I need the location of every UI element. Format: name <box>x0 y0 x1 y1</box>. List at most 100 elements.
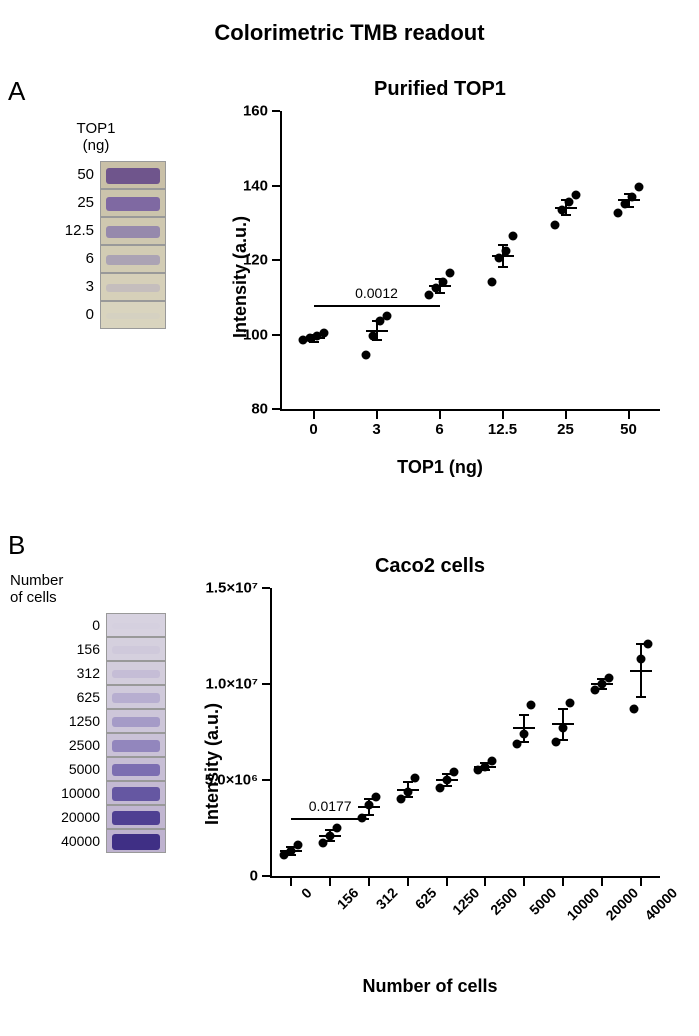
strip-b-title-l1: Number <box>10 572 63 589</box>
figure-title: Colorimetric TMB readout <box>0 20 699 46</box>
ytick-label: 140 <box>243 177 282 194</box>
strip-row-label: 625 <box>50 689 100 705</box>
strip-row-label: 0 <box>54 306 94 323</box>
data-point <box>520 729 529 738</box>
xtick-label: 25 <box>557 409 574 438</box>
data-point <box>551 220 560 229</box>
data-point <box>604 674 613 683</box>
data-point <box>643 639 652 648</box>
chart-a-xlabel: TOP1 (ng) <box>200 457 680 478</box>
data-point <box>403 787 412 796</box>
strip-row: 2500 <box>6 733 166 757</box>
panel-b-chart: Caco2 cells Intensity (a.u.) 05.0×10⁶1.0… <box>180 555 680 1005</box>
significance-label: 0.0012 <box>355 285 398 301</box>
strip-b-title: Number of cells <box>10 572 166 607</box>
strip-row: 312 <box>6 661 166 685</box>
ytick-label: 1.5×10⁷ <box>206 580 273 597</box>
strip-row-label: 0 <box>50 617 100 633</box>
strip-row-label: 312 <box>50 665 100 681</box>
data-point <box>628 192 637 201</box>
data-point <box>396 795 405 804</box>
xtick-label: 0 <box>309 409 317 438</box>
strip-band-box <box>106 733 166 757</box>
strip-row: 50 <box>26 161 166 189</box>
strip-row: 6 <box>26 245 166 273</box>
strip-row-label: 20000 <box>50 809 100 825</box>
data-point <box>614 209 623 218</box>
data-point <box>635 183 644 192</box>
data-point <box>319 839 328 848</box>
data-point <box>320 328 329 337</box>
strip-row: 10000 <box>6 781 166 805</box>
strip-row-label: 2500 <box>50 737 100 753</box>
data-point <box>629 704 638 713</box>
strip-row-label: 10000 <box>50 785 100 801</box>
data-point <box>488 278 497 287</box>
strip-a-title-l2: (ng) <box>83 137 110 154</box>
strip-band-box <box>106 661 166 685</box>
strip-row-label: 6 <box>54 250 94 267</box>
data-point <box>552 737 561 746</box>
strip-band-box <box>106 637 166 661</box>
strip-band-box <box>106 613 166 637</box>
data-point <box>439 278 448 287</box>
data-point <box>365 800 374 809</box>
strip-a-title: TOP1 (ng) <box>26 120 166 155</box>
xtick-label: 12.5 <box>488 409 517 438</box>
data-point <box>509 231 518 240</box>
strip-band-box <box>106 805 166 829</box>
data-point <box>502 246 511 255</box>
chart-b-xlabel: Number of cells <box>180 976 680 997</box>
significance-label: 0.0177 <box>309 798 352 814</box>
data-point <box>566 699 575 708</box>
panel-a-strip: TOP1 (ng) 50 25 12.5 6 3 0 <box>26 120 166 329</box>
strip-row: 0 <box>6 613 166 637</box>
strip-band-box <box>100 273 166 301</box>
strip-band-box <box>100 161 166 189</box>
ytick-label: 1.0×10⁷ <box>206 676 273 693</box>
ytick-label: 0 <box>250 868 272 885</box>
data-point <box>572 190 581 199</box>
strip-band-box <box>100 217 166 245</box>
data-point <box>513 739 522 748</box>
strip-row-label: 12.5 <box>54 222 94 239</box>
strip-row-label: 156 <box>50 641 100 657</box>
data-point <box>425 291 434 300</box>
data-point <box>333 824 342 833</box>
data-point <box>435 783 444 792</box>
chart-b-ylabel: Intensity (a.u.) <box>202 703 223 825</box>
strip-row-label: 3 <box>54 278 94 295</box>
strip-band-box <box>106 781 166 805</box>
chart-b-plot: 05.0×10⁶1.0×10⁷1.5×10⁷015631262512502500… <box>270 588 660 878</box>
xtick-label: 6 <box>435 409 443 438</box>
strip-band-box <box>106 709 166 733</box>
strip-row: 1250 <box>6 709 166 733</box>
strip-row: 40000 <box>6 829 166 853</box>
strip-row-label: 50 <box>54 166 94 183</box>
ytick-label: 100 <box>243 326 282 343</box>
strip-band-box <box>100 245 166 273</box>
data-point <box>495 254 504 263</box>
data-point <box>527 701 536 710</box>
ytick-label: 160 <box>243 103 282 120</box>
strip-band-box <box>106 685 166 709</box>
ytick-label: 120 <box>243 252 282 269</box>
data-point <box>294 841 303 850</box>
strip-row: 25 <box>26 189 166 217</box>
strip-band-box <box>100 189 166 217</box>
strip-b-title-l2: of cells <box>10 589 57 606</box>
strip-band-box <box>106 757 166 781</box>
data-point <box>372 793 381 802</box>
xtick-label: 0 <box>290 876 315 901</box>
data-point <box>369 332 378 341</box>
chart-b-title: Caco2 cells <box>180 555 680 578</box>
chart-a-plot: 8010012014016003612.525500.0012 <box>280 111 660 411</box>
strip-row: 20000 <box>6 805 166 829</box>
strip-row: 156 <box>6 637 166 661</box>
xtick-label: 3 <box>372 409 380 438</box>
strip-a-title-l1: TOP1 <box>77 120 116 137</box>
strip-row-label: 1250 <box>50 713 100 729</box>
data-point <box>558 205 567 214</box>
data-point <box>383 311 392 320</box>
panel-b-strip: Number of cells 015631262512502500500010… <box>6 572 166 853</box>
